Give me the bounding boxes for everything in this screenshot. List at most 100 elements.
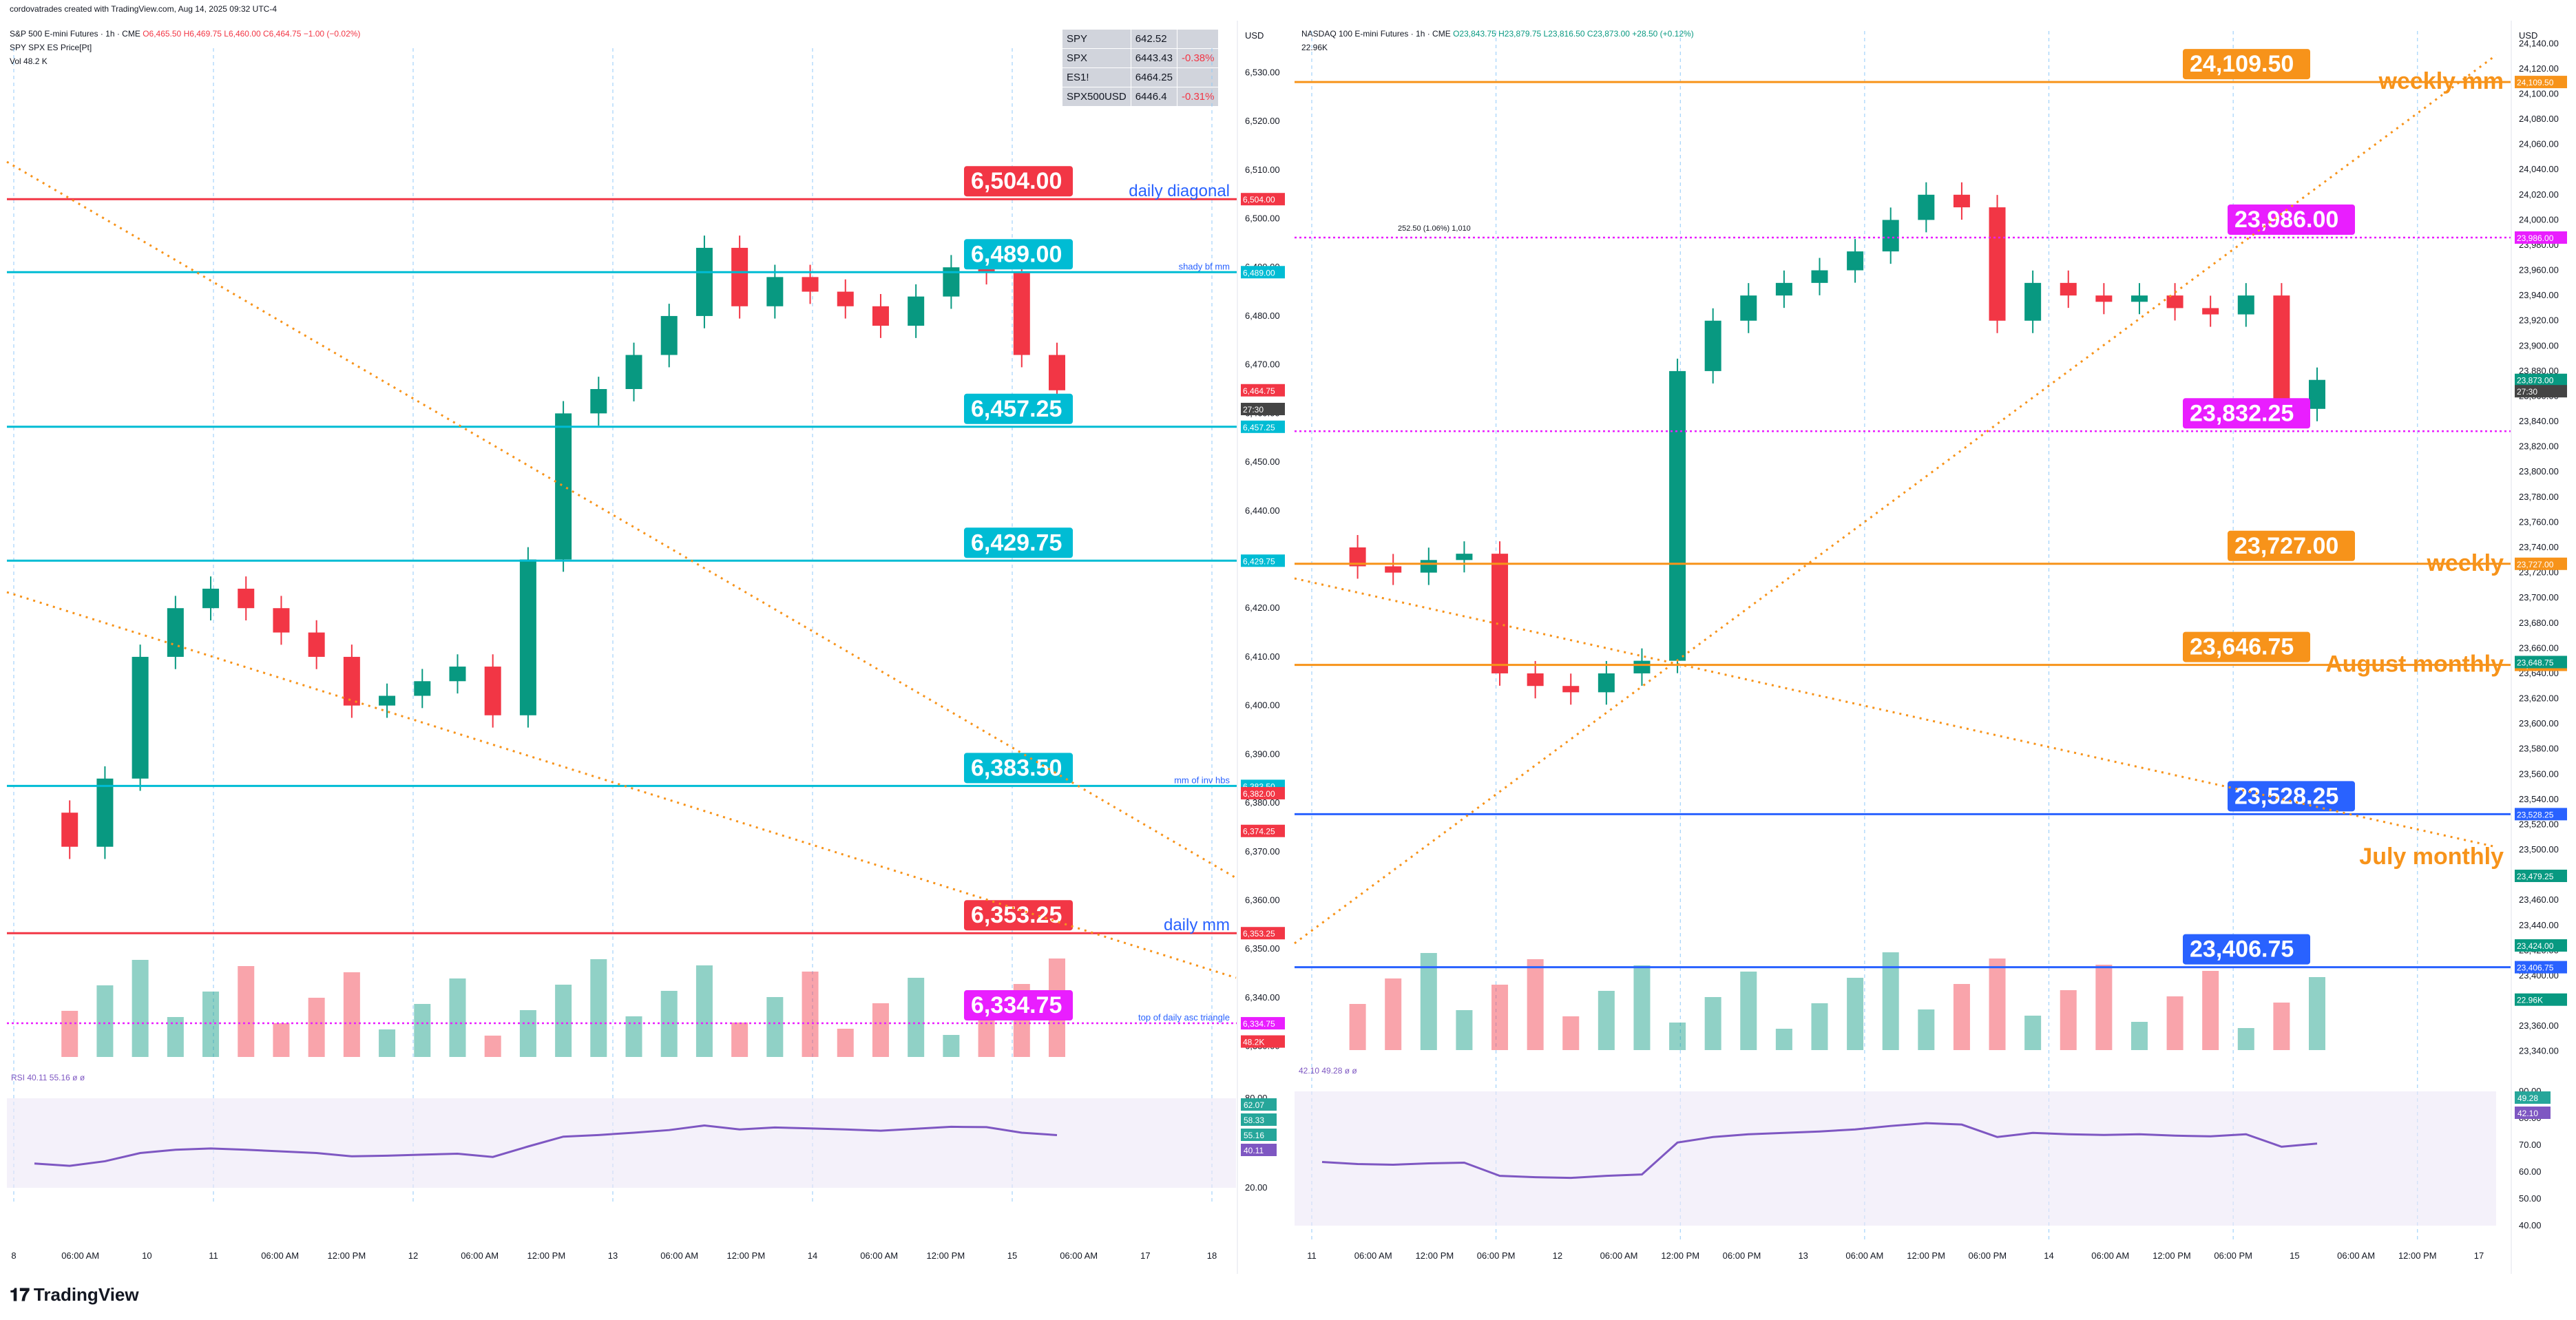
right-level-name: weekly mm	[2378, 68, 2504, 94]
right-time-tick: 12:00 PM	[1661, 1250, 1699, 1261]
right-price-tick: 23,340.00	[2519, 1046, 2559, 1056]
right-trendline-channel	[1294, 54, 2497, 945]
right-candle-body	[2095, 295, 2113, 302]
watchlist-row[interactable]: SPY 642.52	[1062, 29, 1219, 49]
right-price-tick: 23,440.00	[2519, 920, 2559, 930]
left-ohlc: O6,465.50 H6,469.75 L6,460.00 C6,464.75 …	[143, 29, 361, 39]
left-candle-body	[308, 632, 325, 657]
left-level-callout	[964, 393, 1073, 424]
left-price-tick: 6,530.00	[1245, 67, 1280, 77]
left-price-tick: 6,370.00	[1245, 846, 1280, 857]
left-level-callout-text: 6,334.75	[971, 992, 1062, 1018]
left-candle-body	[695, 247, 713, 316]
left-price-badge	[1241, 1035, 1285, 1048]
left-time-tick: 12:00 PM	[328, 1250, 366, 1261]
left-price-tick: 6,450.00	[1245, 457, 1280, 467]
right-volume-bar	[1562, 1016, 1580, 1050]
right-candle-body	[1811, 270, 1828, 283]
right-price-tick: 23,900.00	[2519, 340, 2559, 350]
right-volume-bar	[1527, 959, 1544, 1050]
right-ohlc: O23,843.75 H23,879.75 L23,816.50 C23,873…	[1453, 29, 1694, 39]
right-volume-bar	[1704, 997, 1721, 1050]
right-candle-body	[1598, 673, 1615, 693]
right-price-badge-text: 23,648.75	[2517, 658, 2554, 667]
left-rsi-badge	[1241, 1129, 1277, 1141]
right-level-callout-text: 24,109.50	[2190, 51, 2294, 77]
left-volume-bar	[590, 959, 607, 1057]
watchlist-row[interactable]: SPX 6443.43 -0.38%	[1062, 48, 1219, 68]
right-rsi-badge-text: 49.28	[2517, 1093, 2538, 1103]
right-level-callout	[2183, 934, 2310, 965]
right-time-tick: 06:00 AM	[2337, 1250, 2375, 1261]
right-level-callout	[2228, 205, 2355, 235]
right-volume-bar	[1385, 978, 1402, 1050]
left-volume-bar	[802, 972, 819, 1057]
right-price-tick: 23,880.00	[2519, 366, 2559, 376]
left-volume-bar	[238, 966, 255, 1057]
right-rsi-badge-text: 42.10	[2517, 1109, 2538, 1118]
right-candle-body	[2309, 379, 2325, 409]
watchlist-table[interactable]: SPY 642.52 SPX 6443.43 -0.38% ES1! 6464.25 SPX5…	[1062, 29, 1219, 107]
left-candle-body	[61, 813, 78, 847]
right-level-callout	[2183, 631, 2310, 662]
left-time-tick: 10	[142, 1250, 151, 1261]
left-time-tick: 8	[11, 1250, 16, 1261]
right-candle-body	[2166, 295, 2184, 308]
left-level-callout-text: 6,457.25	[971, 396, 1062, 422]
right-price-tick: 23,820.00	[2519, 441, 2559, 452]
left-candle-body	[555, 413, 572, 560]
right-level-badge	[2515, 557, 2567, 570]
left-time-tick: 11	[209, 1250, 218, 1261]
right-rsi-badge	[2515, 1091, 2551, 1104]
left-time-tick: 14	[808, 1250, 817, 1261]
left-volume-bar	[484, 1036, 501, 1057]
left-level-badge-text: 6,353.25	[1243, 929, 1275, 939]
left-price-badge	[1241, 384, 1285, 397]
right-price-tick: 23,600.00	[2519, 718, 2559, 729]
right-level-callout	[2228, 781, 2355, 812]
left-volume-bar	[519, 1010, 536, 1057]
right-volume-bar	[1740, 972, 1757, 1050]
left-symbol-title: S&P 500 E-mini Futures · 1h · CME O6,465…	[10, 29, 360, 39]
right-volume-line: 22.96K	[1301, 43, 1328, 52]
left-volume-bar	[202, 992, 220, 1057]
left-level-callout-text: 6,504.00	[971, 168, 1062, 194]
right-candle-body	[1385, 566, 1402, 573]
right-price-badge-text: 27:30	[2517, 387, 2537, 397]
right-candle-body	[1704, 320, 1721, 371]
right-volume-bar	[1491, 985, 1509, 1050]
watchlist-row[interactable]: ES1! 6464.25	[1062, 67, 1219, 87]
left-candle-body	[379, 695, 396, 706]
right-price-tick: 23,800.00	[2519, 466, 2559, 476]
left-candle-body	[802, 277, 819, 292]
right-candle-body	[1527, 673, 1544, 687]
left-volume-bar	[273, 1023, 290, 1057]
left-level-name: mm of inv hbs	[1174, 775, 1230, 785]
right-time-tick: 06:00 PM	[1968, 1250, 2007, 1261]
right-level-callout	[2183, 49, 2310, 80]
right-price-tick: 23,580.00	[2519, 744, 2559, 754]
left-candle-body	[1049, 355, 1065, 390]
right-price-tick: 23,760.00	[2519, 516, 2559, 527]
left-time-tick: 06:00 AM	[860, 1250, 898, 1261]
right-candle-body	[2060, 282, 2077, 296]
right-time-tick: 15	[2290, 1250, 2299, 1261]
right-rsi-tick: 40.00	[2519, 1220, 2542, 1230]
right-level-badge	[2515, 961, 2567, 974]
right-price-tick: 23,460.00	[2519, 894, 2559, 905]
right-rsi-line	[1321, 1122, 2318, 1180]
right-measure-label: 252.50 (1.06%) 1,010	[1398, 224, 1471, 233]
watchlist-row[interactable]: SPX500USD 6446.4 -0.31%	[1062, 87, 1219, 107]
right-level-callout	[2228, 530, 2355, 561]
left-price-tick: 6,420.00	[1245, 603, 1280, 613]
left-rsi-badge	[1241, 1113, 1277, 1126]
right-level-callout-text: 23,646.75	[2190, 634, 2294, 660]
right-volume-bar	[1989, 958, 2006, 1050]
right-price-badge	[2515, 939, 2567, 952]
right-candle-body	[1491, 554, 1509, 673]
left-volume-bar	[837, 1029, 854, 1057]
right-currency-label: USD	[2519, 30, 2537, 41]
left-time-tick: 06:00 AM	[61, 1250, 99, 1261]
right-volume-bar	[1456, 1010, 1473, 1050]
